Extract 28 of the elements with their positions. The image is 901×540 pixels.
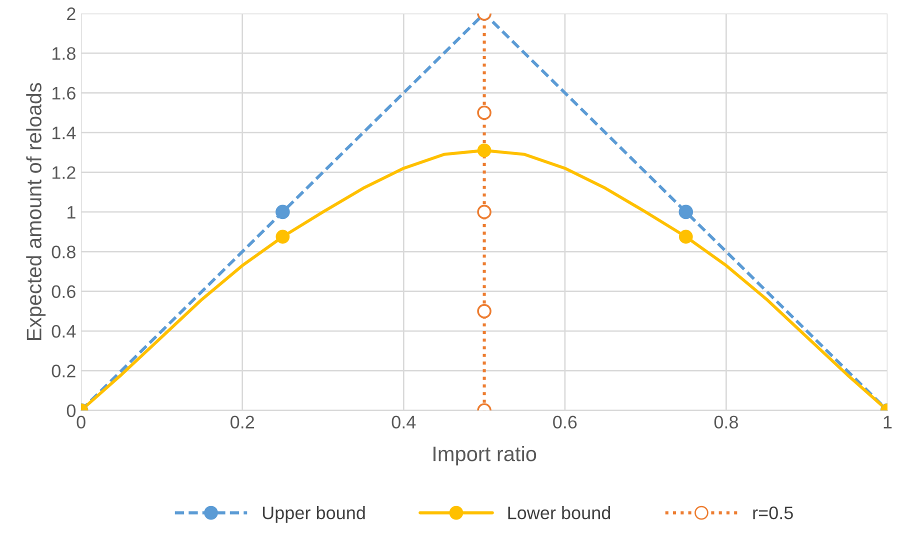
- y-tick-label: 1.2: [52, 166, 76, 179]
- y-tick-label: 0.8: [52, 246, 76, 258]
- x-tick-label: 0.8: [714, 416, 738, 429]
- point: [276, 204, 290, 220]
- point: [477, 143, 492, 158]
- y-tick-label: 0: [66, 404, 76, 418]
- y-tick-label: 1.6: [52, 86, 76, 100]
- x-tick-label: 0.2: [230, 416, 254, 429]
- y-tick-label: 1.4: [52, 126, 76, 140]
- x-tick-label: 0.4: [392, 416, 416, 429]
- point: [678, 230, 693, 244]
- y-axis-title: Expected amount of reloads: [26, 82, 46, 340]
- y-tick-label: 1.8: [52, 47, 76, 60]
- legend-label: Upper bound: [262, 506, 365, 523]
- x-tick-label: 1: [884, 416, 892, 428]
- point: [477, 204, 492, 220]
- point: [678, 204, 694, 220]
- y-tick-label: 0.4: [52, 324, 76, 338]
- y-tick-label: 0.6: [52, 285, 76, 298]
- y-tick-label: 0.2: [52, 364, 76, 378]
- point: [276, 230, 290, 244]
- x-tick-label: 0: [76, 416, 86, 429]
- legend-label: Lower bound: [508, 506, 610, 520]
- x-axis-title: Import ratio: [434, 446, 536, 466]
- legend-label: r=0.5: [753, 506, 793, 520]
- x-tick-label: 0.6: [553, 416, 577, 429]
- y-tick-label: 2: [67, 7, 76, 20]
- y-tick-label: 1: [68, 206, 76, 218]
